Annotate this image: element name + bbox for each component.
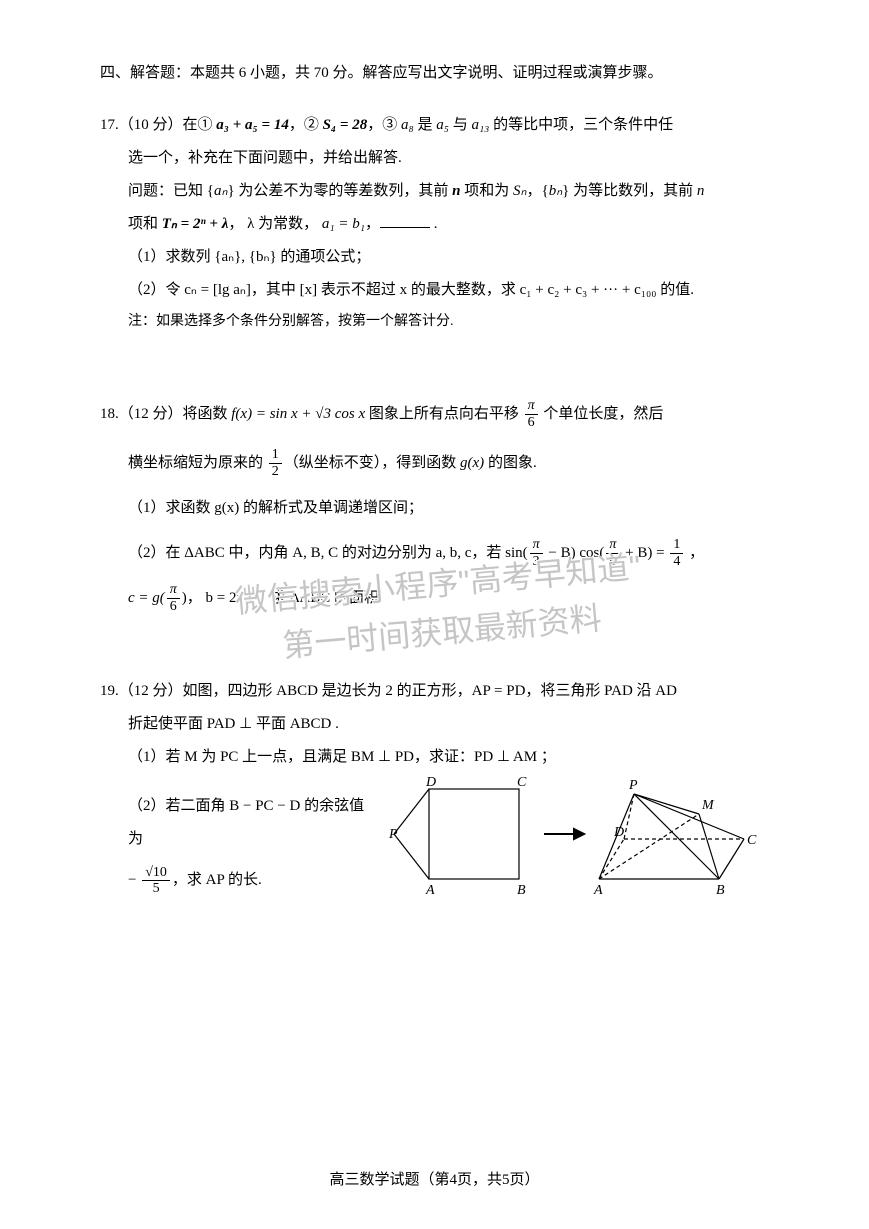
q18-sub1: （1）求函数 g(x) 的解析式及单调递增区间； <box>100 492 769 525</box>
svg-text:D: D <box>613 825 624 840</box>
q17-l3e: 项和为 <box>460 183 513 199</box>
q17-l1i: 与 <box>449 117 472 133</box>
svg-text:P: P <box>389 827 398 842</box>
q19-sub2: （2）若二面角 B − PC − D 的余弦值为 <box>128 790 369 856</box>
q17-l2: 选一个，补充在下面问题中，并给出解答. <box>100 142 769 175</box>
frac-12: 12 <box>269 447 282 479</box>
q17-l4a: 项和 <box>128 216 162 232</box>
q17-l4c: ， λ 为常数， <box>228 216 322 232</box>
svg-text:A: A <box>593 883 603 898</box>
q17-num: 17. <box>100 117 119 133</box>
svg-text:D: D <box>425 775 436 790</box>
q19-sub1: （1）若 M 为 PC 上一点，且满足 BM ⊥ PD，求证：PD ⊥ AM ； <box>100 741 769 774</box>
fill-blank <box>380 213 430 228</box>
q18-s2d: ， <box>685 545 704 561</box>
problem-17: 17.（10 分）在① a₃ + a₅ = 14，② S₄ = 28，③ a₈ … <box>100 109 769 338</box>
arrow-icon <box>544 829 584 839</box>
frac-pi6c: π6 <box>167 582 180 614</box>
q18-l2d: 的图象. <box>484 455 537 471</box>
q19-s3b: ，求 AP 的长. <box>172 872 262 888</box>
q18-s3a: c = g( <box>128 590 165 606</box>
q18-l1d: 个单位长度，然后 <box>540 406 664 422</box>
frac-14: 14 <box>670 537 683 569</box>
frac-sqrt10-5: √105 <box>142 865 170 897</box>
q17-l1a: （10 分）在① <box>119 117 217 133</box>
q17-l3c: } 为公差不为零的等差数列，其前 <box>227 183 452 199</box>
svg-text:B: B <box>517 883 526 898</box>
q17-l1k: 的等比中项，三个条件中任 <box>489 117 673 133</box>
q17-l3h: bₙ <box>549 183 562 199</box>
q18-s2b: − B) cos( <box>545 545 605 561</box>
q18-l1c: 图象上所有点向右平移 <box>365 406 523 422</box>
q19-l2: 折起使平面 PAD ⊥ 平面 ABCD . <box>100 708 769 741</box>
q17-note: 注：如果选择多个条件分别解答，按第一个解答计分. <box>100 307 769 338</box>
svg-text:B: B <box>716 883 725 898</box>
svg-text:C: C <box>747 833 757 848</box>
q17-sub1: （1）求数列 {aₙ}, {bₙ} 的通项公式； <box>100 241 769 274</box>
problem-19: 19.（12 分）如图，四边形 ABCD 是边长为 2 的正方形，AP = PD… <box>100 675 769 914</box>
q18-l2c: g(x) <box>460 455 484 471</box>
q17-sub2: （2）令 cₙ = [lg aₙ]，其中 [x] 表示不超过 x 的最大整数，求… <box>100 274 769 307</box>
q17-l1f: a₈ <box>401 117 414 133</box>
q17-l1c: ，② <box>289 117 323 133</box>
problem-18: 18.（12 分）将函数 f(x) = sin x + √3 cos x 图象上… <box>100 398 769 615</box>
q17-l3j: n <box>697 183 705 199</box>
q17-l1d: S₄ = 28 <box>323 117 368 133</box>
q18-s2c: + B) = <box>621 545 668 561</box>
q19-l1: （12 分）如图，四边形 ABCD 是边长为 2 的正方形，AP = PD，将三… <box>119 683 677 699</box>
q17-l3i: } 为等比数列，其前 <box>562 183 697 199</box>
q17-l3a: 问题：已知 { <box>128 183 214 199</box>
q18-s2a: （2）在 ΔABC 中，内角 A, B, C 的对边分别为 a, b, c，若 … <box>128 545 528 561</box>
q17-l3b: aₙ <box>214 183 227 199</box>
svg-text:C: C <box>517 775 527 790</box>
q18-s3b: )， b = 2√3 ，求 ΔABC 的面积. <box>182 590 383 606</box>
geometry-diagram: D C P A B <box>389 774 769 914</box>
q17-l1e: ，③ <box>367 117 401 133</box>
q18-l1a: （12 分）将函数 <box>119 406 232 422</box>
frac-pi6: π6 <box>525 398 538 430</box>
section-header: 四、解答题：本题共 6 小题，共 70 分。解答应写出文字说明、证明过程或演算步… <box>100 60 769 87</box>
q18-l2b: （纵坐标不变），得到函数 <box>284 455 460 471</box>
frac-pi3: π3 <box>530 537 543 569</box>
svg-text:A: A <box>425 883 435 898</box>
svg-text:M: M <box>701 798 715 813</box>
svg-text:P: P <box>628 778 638 793</box>
page-footer: 高三数学试题（第4页，共5页） <box>0 1168 869 1189</box>
q17-l1b: a₃ + a₅ = 14 <box>216 117 289 133</box>
frac-pi6b: π6 <box>606 537 619 569</box>
q19-s3a: − <box>128 872 140 888</box>
q17-l4d: a₁ = b₁ <box>322 216 365 232</box>
q18-num: 18. <box>100 406 119 422</box>
q18-l2a: 横坐标缩短为原来的 <box>128 455 267 471</box>
q17-l1j: a₁₃ <box>471 117 489 133</box>
q17-l1h: a₅ <box>436 117 449 133</box>
q18-l1b: f(x) = sin x + √3 cos x <box>231 406 365 422</box>
q17-l4f: . <box>430 216 438 232</box>
q17-l1g: 是 <box>414 117 437 133</box>
q19-num: 19. <box>100 683 119 699</box>
q17-l3g: ，{ <box>526 183 548 199</box>
q17-l3f: Sₙ <box>513 183 526 199</box>
q17-l4b: Tₙ = 2ⁿ + λ <box>162 216 229 232</box>
q17-l4e: ， <box>365 216 380 232</box>
